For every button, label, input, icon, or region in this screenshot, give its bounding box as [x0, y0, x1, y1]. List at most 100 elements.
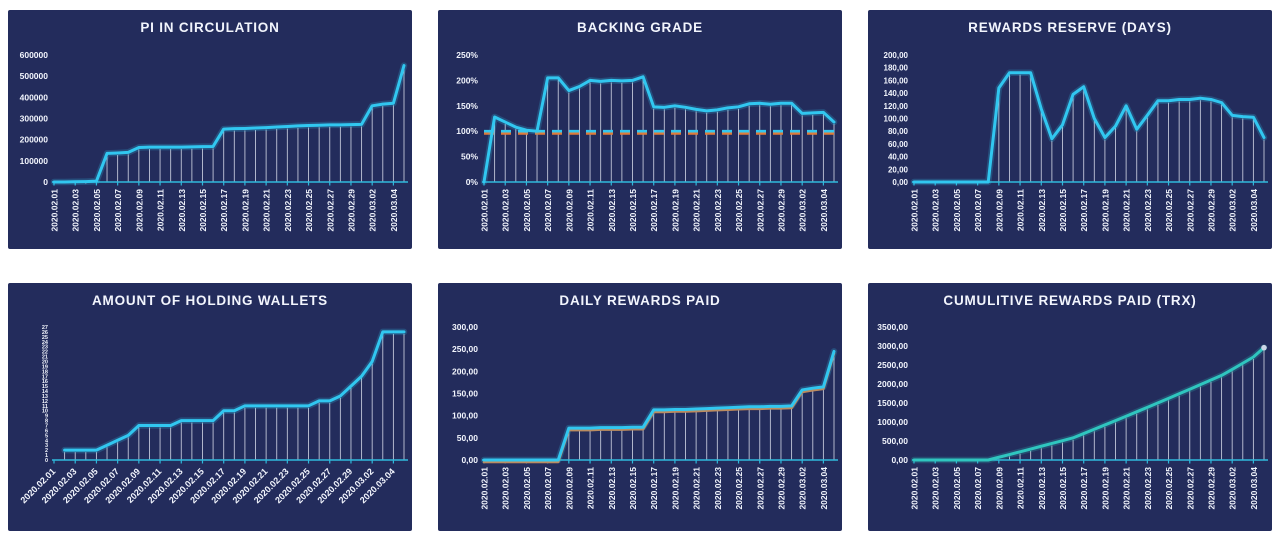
svg-text:2020.02.09: 2020.02.09 — [994, 189, 1004, 232]
svg-text:2020.02.25: 2020.02.25 — [1164, 467, 1174, 510]
svg-text:2020.02.27: 2020.02.27 — [755, 467, 765, 510]
svg-text:2020.02.15: 2020.02.15 — [628, 467, 638, 510]
backing-grade-plot: 0% 50% 100% 150% 200% 250% 2020.02.01 2020.02.0… — [456, 50, 838, 232]
svg-text:180,00: 180,00 — [884, 64, 909, 73]
svg-text:2020.03.02: 2020.03.02 — [798, 189, 808, 232]
svg-text:2020.02.11: 2020.02.11 — [586, 189, 596, 231]
svg-text:2020.02.29: 2020.02.29 — [776, 189, 786, 232]
cumulative-rewards-plot: 0,00 500,00 1000,00 1500,00 2000,00 2500,00 30… — [877, 322, 1268, 510]
svg-text:500,00: 500,00 — [882, 436, 908, 446]
svg-text:11: 11 — [42, 404, 48, 410]
svg-text:2020.02.07: 2020.02.07 — [973, 189, 983, 232]
svg-text:2020.02.07: 2020.02.07 — [543, 189, 553, 232]
svg-text:150%: 150% — [456, 101, 478, 111]
svg-text:400000: 400000 — [20, 92, 49, 102]
svg-text:22: 22 — [42, 350, 48, 356]
svg-text:2020.02.13: 2020.02.13 — [1037, 189, 1047, 232]
svg-text:2020.02.21: 2020.02.21 — [1122, 189, 1132, 232]
chart-title-cumulative-rewards: CUMULITIVE REWARDS PAID (TRX) — [943, 293, 1197, 308]
svg-text:16: 16 — [42, 379, 48, 385]
svg-text:2020.02.09: 2020.02.09 — [564, 189, 574, 232]
chart-title-backing-grade: BACKING GRADE — [577, 20, 703, 35]
svg-text:50%: 50% — [461, 152, 478, 162]
chart-panel-daily-rewards: DAILY REWARDS PAID 0,00 50,00 100,00 150,00… — [438, 283, 842, 531]
chart-panel-pi-in-circulation: PI IN CIRCULATION 0 100000 200000 300000 400… — [8, 10, 412, 249]
svg-text:2020.02.25: 2020.02.25 — [734, 467, 744, 510]
svg-text:2020.02.01: 2020.02.01 — [910, 189, 920, 232]
svg-text:2020.02.03: 2020.02.03 — [71, 189, 81, 232]
svg-text:2020.02.19: 2020.02.19 — [670, 189, 680, 232]
svg-text:9: 9 — [45, 414, 48, 420]
svg-text:2020.02.17: 2020.02.17 — [219, 189, 229, 232]
svg-text:2020.02.13: 2020.02.13 — [607, 467, 617, 510]
svg-text:17: 17 — [42, 374, 48, 380]
svg-text:21: 21 — [42, 355, 48, 361]
svg-text:2020.02.01: 2020.02.01 — [480, 189, 490, 232]
svg-text:2020.02.15: 2020.02.15 — [198, 189, 208, 232]
svg-text:2020.02.01: 2020.02.01 — [480, 467, 490, 510]
svg-text:2020.02.09: 2020.02.09 — [564, 467, 574, 510]
svg-text:2000,00: 2000,00 — [877, 379, 908, 389]
svg-text:5: 5 — [45, 433, 48, 439]
svg-text:0: 0 — [43, 177, 48, 187]
svg-text:1: 1 — [45, 453, 48, 459]
svg-text:0,00: 0,00 — [892, 178, 908, 187]
svg-text:2020.02.21: 2020.02.21 — [262, 189, 272, 232]
svg-text:27: 27 — [42, 325, 48, 331]
svg-text:2020.02.11: 2020.02.11 — [156, 189, 166, 231]
svg-text:2020.02.05: 2020.02.05 — [92, 189, 102, 232]
svg-text:1000,00: 1000,00 — [877, 417, 908, 427]
svg-text:2020.02.19: 2020.02.19 — [1100, 189, 1110, 232]
chart-title-daily-rewards: DAILY REWARDS PAID — [559, 293, 721, 308]
svg-text:2020.02.23: 2020.02.23 — [713, 189, 723, 232]
svg-text:4: 4 — [45, 438, 49, 444]
svg-text:1500,00: 1500,00 — [877, 398, 908, 408]
svg-text:2020.02.29: 2020.02.29 — [346, 189, 356, 232]
svg-text:2020.02.19: 2020.02.19 — [1100, 467, 1110, 510]
svg-text:2020.02.23: 2020.02.23 — [1143, 467, 1153, 510]
chart-title-holding-wallets: AMOUNT OF HOLDING WALLETS — [92, 293, 328, 308]
svg-text:12: 12 — [42, 399, 48, 405]
pi-in-circulation-plot: 0 100000 200000 300000 400000 500000 600000 202… — [20, 50, 408, 232]
svg-text:2020.02.03: 2020.02.03 — [931, 467, 941, 510]
svg-text:2020.03.04: 2020.03.04 — [1249, 467, 1259, 510]
svg-text:2020.02.15: 2020.02.15 — [628, 189, 638, 232]
svg-text:24: 24 — [42, 340, 49, 346]
svg-text:300000: 300000 — [20, 114, 49, 124]
svg-text:2020.03.04: 2020.03.04 — [1249, 189, 1259, 232]
svg-text:150,00: 150,00 — [452, 389, 478, 399]
svg-text:2020.02.13: 2020.02.13 — [607, 189, 617, 232]
svg-text:0%: 0% — [466, 177, 479, 187]
svg-text:2020.02.19: 2020.02.19 — [670, 467, 680, 510]
svg-text:2020.02.13: 2020.02.13 — [1037, 467, 1047, 510]
svg-text:160,00: 160,00 — [884, 76, 909, 85]
svg-text:2020.02.21: 2020.02.21 — [1122, 467, 1132, 510]
svg-text:2020.02.19: 2020.02.19 — [240, 189, 250, 232]
svg-text:600000: 600000 — [20, 50, 49, 60]
svg-text:100%: 100% — [456, 126, 478, 136]
svg-text:200,00: 200,00 — [452, 366, 478, 376]
svg-text:2020.02.11: 2020.02.11 — [1016, 467, 1026, 509]
svg-text:2020.02.07: 2020.02.07 — [543, 467, 553, 510]
svg-text:2020.02.05: 2020.02.05 — [952, 189, 962, 232]
svg-text:100,00: 100,00 — [884, 115, 909, 124]
svg-text:25: 25 — [42, 335, 48, 341]
svg-text:2020.02.21: 2020.02.21 — [692, 189, 702, 232]
svg-text:140,00: 140,00 — [884, 89, 909, 98]
svg-text:2020.02.15: 2020.02.15 — [1058, 189, 1068, 232]
daily-rewards-plot: 0,00 50,00 100,00 150,00 200,00 250,00 300,00 2… — [452, 322, 838, 510]
chart-panel-cumulative-rewards: CUMULITIVE REWARDS PAID (TRX) 0,00 500,00… — [868, 283, 1272, 531]
svg-text:3500,00: 3500,00 — [877, 322, 908, 332]
svg-text:8: 8 — [45, 419, 48, 425]
svg-text:26: 26 — [42, 330, 48, 336]
svg-text:2020.02.09: 2020.02.09 — [134, 189, 144, 232]
svg-text:40,00: 40,00 — [888, 153, 909, 162]
svg-text:200000: 200000 — [20, 135, 49, 145]
svg-text:2020.02.23: 2020.02.23 — [1143, 189, 1153, 232]
svg-text:10: 10 — [42, 409, 48, 415]
chart-panel-backing-grade: BACKING GRADE 0% 50% 100% 150% 200% 250% 2020.… — [438, 10, 842, 249]
svg-text:2020.02.27: 2020.02.27 — [1185, 467, 1195, 510]
chart-panel-rewards-reserve: REWARDS RESERVE (DAYS) 0,00 20,00 40,00 60,… — [868, 10, 1272, 249]
svg-text:100,00: 100,00 — [452, 411, 478, 421]
